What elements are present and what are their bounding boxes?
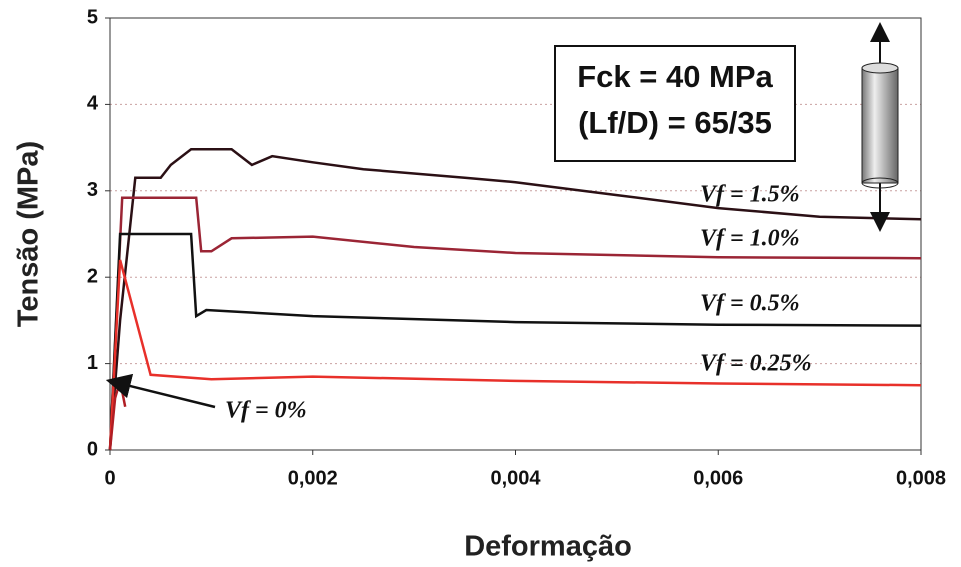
annotation-arrow: [105, 373, 216, 409]
y-tick-label: 4: [87, 93, 99, 115]
series-line: [108, 148, 922, 451]
y-tick-label: 0: [87, 438, 98, 460]
x-tick-label: 0,008: [896, 467, 946, 489]
note-box: [554, 45, 796, 162]
y-axis-title: Tensão (MPa): [13, 141, 45, 327]
annotation: Fck = 40 MPa: [577, 59, 773, 94]
y-tick-label: 5: [87, 6, 98, 28]
series-line: [108, 196, 922, 451]
y-tick-label: 2: [87, 265, 98, 287]
x-tick-label: 0,006: [693, 467, 743, 489]
series-label: Vf = 0.5%: [700, 291, 800, 317]
series-label: Vf = 0%: [225, 398, 307, 424]
x-tick-label: 0: [104, 467, 115, 489]
series-label: Vf = 1.5%: [700, 182, 800, 208]
y-tick-label: 3: [87, 179, 98, 201]
series-label: Vf = 0.25%: [700, 351, 812, 377]
x-tick-label: 0,004: [490, 467, 541, 489]
series-label: Vf = 1.0%: [700, 226, 800, 252]
y-tick-label: 1: [87, 352, 98, 374]
annotation: (Lf/D) = 65/35: [578, 105, 772, 140]
specimen-icon: [861, 22, 899, 232]
series-line: [108, 232, 922, 451]
x-axis-title: Deformação: [464, 531, 632, 563]
series-line: [108, 259, 922, 451]
x-tick-label: 0,002: [288, 467, 338, 489]
